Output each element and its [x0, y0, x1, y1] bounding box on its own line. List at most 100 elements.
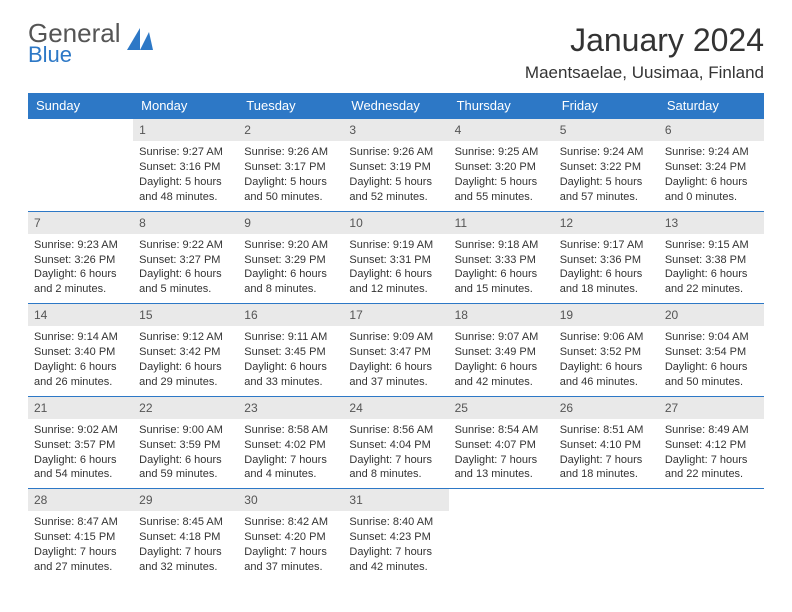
day-detail-cell: Sunrise: 8:54 AMSunset: 4:07 PMDaylight:…	[449, 419, 554, 489]
sunset-text: Sunset: 3:36 PM	[560, 253, 653, 268]
detail-row: Sunrise: 9:14 AMSunset: 3:40 PMDaylight:…	[28, 326, 764, 396]
day-detail-cell: Sunrise: 9:00 AMSunset: 3:59 PMDaylight:…	[133, 419, 238, 489]
day-number-cell: 9	[238, 211, 343, 234]
daylight-text: Daylight: 7 hours and 32 minutes.	[139, 545, 232, 575]
sunrise-text: Sunrise: 8:47 AM	[34, 515, 127, 530]
day-detail-cell: Sunrise: 9:20 AMSunset: 3:29 PMDaylight:…	[238, 234, 343, 304]
day-detail-cell: Sunrise: 9:24 AMSunset: 3:24 PMDaylight:…	[659, 141, 764, 211]
calendar-head: Sunday Monday Tuesday Wednesday Thursday…	[28, 93, 764, 119]
day-detail-cell: Sunrise: 8:40 AMSunset: 4:23 PMDaylight:…	[343, 511, 448, 580]
sunset-text: Sunset: 3:17 PM	[244, 160, 337, 175]
day-number-cell: 31	[343, 489, 448, 512]
sunrise-text: Sunrise: 9:00 AM	[139, 423, 232, 438]
day-detail-cell: Sunrise: 9:11 AMSunset: 3:45 PMDaylight:…	[238, 326, 343, 396]
sunrise-text: Sunrise: 9:07 AM	[455, 330, 548, 345]
sunrise-text: Sunrise: 9:24 AM	[560, 145, 653, 160]
day-number-cell: 19	[554, 304, 659, 327]
daynum-row: 14151617181920	[28, 304, 764, 327]
sunrise-text: Sunrise: 9:20 AM	[244, 238, 337, 253]
day-number-cell: 11	[449, 211, 554, 234]
sunset-text: Sunset: 3:16 PM	[139, 160, 232, 175]
calendar-body: 123456Sunrise: 9:27 AMSunset: 3:16 PMDay…	[28, 119, 764, 581]
day-detail-cell	[554, 511, 659, 580]
sunset-text: Sunset: 4:15 PM	[34, 530, 127, 545]
day-number-cell: 6	[659, 119, 764, 142]
title-block: January 2024 Maentsaelae, Uusimaa, Finla…	[525, 22, 764, 83]
day-number-cell: 27	[659, 396, 764, 419]
day-number-cell: 24	[343, 396, 448, 419]
sunset-text: Sunset: 3:42 PM	[139, 345, 232, 360]
daylight-text: Daylight: 6 hours and 50 minutes.	[665, 360, 758, 390]
day-number-cell: 5	[554, 119, 659, 142]
day-detail-cell	[28, 141, 133, 211]
day-detail-cell: Sunrise: 9:02 AMSunset: 3:57 PMDaylight:…	[28, 419, 133, 489]
day-number-cell: 18	[449, 304, 554, 327]
daylight-text: Daylight: 6 hours and 33 minutes.	[244, 360, 337, 390]
daynum-row: 21222324252627	[28, 396, 764, 419]
daynum-row: 28293031	[28, 489, 764, 512]
daylight-text: Daylight: 7 hours and 22 minutes.	[665, 453, 758, 483]
daylight-text: Daylight: 6 hours and 22 minutes.	[665, 267, 758, 297]
sunset-text: Sunset: 3:33 PM	[455, 253, 548, 268]
sunrise-text: Sunrise: 8:42 AM	[244, 515, 337, 530]
day-detail-cell: Sunrise: 8:51 AMSunset: 4:10 PMDaylight:…	[554, 419, 659, 489]
day-number-cell: 28	[28, 489, 133, 512]
daynum-row: 78910111213	[28, 211, 764, 234]
daylight-text: Daylight: 7 hours and 4 minutes.	[244, 453, 337, 483]
weekday-tue: Tuesday	[238, 93, 343, 119]
sunset-text: Sunset: 3:29 PM	[244, 253, 337, 268]
brand-mark-icon	[127, 28, 153, 55]
sunset-text: Sunset: 3:31 PM	[349, 253, 442, 268]
day-detail-cell	[449, 511, 554, 580]
daylight-text: Daylight: 7 hours and 18 minutes.	[560, 453, 653, 483]
day-number-cell: 3	[343, 119, 448, 142]
sunrise-text: Sunrise: 8:54 AM	[455, 423, 548, 438]
day-detail-cell: Sunrise: 9:24 AMSunset: 3:22 PMDaylight:…	[554, 141, 659, 211]
sunset-text: Sunset: 3:49 PM	[455, 345, 548, 360]
sunrise-text: Sunrise: 9:23 AM	[34, 238, 127, 253]
sunrise-text: Sunrise: 9:18 AM	[455, 238, 548, 253]
day-detail-cell: Sunrise: 9:17 AMSunset: 3:36 PMDaylight:…	[554, 234, 659, 304]
sunset-text: Sunset: 3:38 PM	[665, 253, 758, 268]
daylight-text: Daylight: 7 hours and 27 minutes.	[34, 545, 127, 575]
weekday-mon: Monday	[133, 93, 238, 119]
daylight-text: Daylight: 5 hours and 55 minutes.	[455, 175, 548, 205]
sunset-text: Sunset: 3:22 PM	[560, 160, 653, 175]
sunrise-text: Sunrise: 9:25 AM	[455, 145, 548, 160]
day-detail-cell: Sunrise: 9:09 AMSunset: 3:47 PMDaylight:…	[343, 326, 448, 396]
location: Maentsaelae, Uusimaa, Finland	[525, 63, 764, 83]
day-detail-cell: Sunrise: 9:26 AMSunset: 3:19 PMDaylight:…	[343, 141, 448, 211]
day-detail-cell: Sunrise: 9:22 AMSunset: 3:27 PMDaylight:…	[133, 234, 238, 304]
weekday-wed: Wednesday	[343, 93, 448, 119]
sunrise-text: Sunrise: 9:11 AM	[244, 330, 337, 345]
day-detail-cell: Sunrise: 8:45 AMSunset: 4:18 PMDaylight:…	[133, 511, 238, 580]
sunset-text: Sunset: 3:59 PM	[139, 438, 232, 453]
day-detail-cell: Sunrise: 8:47 AMSunset: 4:15 PMDaylight:…	[28, 511, 133, 580]
daynum-row: 123456	[28, 119, 764, 142]
sunrise-text: Sunrise: 8:49 AM	[665, 423, 758, 438]
sunset-text: Sunset: 3:26 PM	[34, 253, 127, 268]
brand-text: General Blue	[28, 22, 121, 65]
sunset-text: Sunset: 3:20 PM	[455, 160, 548, 175]
daylight-text: Daylight: 6 hours and 12 minutes.	[349, 267, 442, 297]
sunrise-text: Sunrise: 8:51 AM	[560, 423, 653, 438]
daylight-text: Daylight: 7 hours and 13 minutes.	[455, 453, 548, 483]
day-number-cell: 29	[133, 489, 238, 512]
daylight-text: Daylight: 6 hours and 37 minutes.	[349, 360, 442, 390]
sunset-text: Sunset: 3:45 PM	[244, 345, 337, 360]
day-number-cell: 13	[659, 211, 764, 234]
daylight-text: Daylight: 6 hours and 2 minutes.	[34, 267, 127, 297]
daylight-text: Daylight: 6 hours and 8 minutes.	[244, 267, 337, 297]
sunrise-text: Sunrise: 9:26 AM	[244, 145, 337, 160]
sunrise-text: Sunrise: 8:58 AM	[244, 423, 337, 438]
day-number-cell: 10	[343, 211, 448, 234]
calendar-page: General Blue January 2024 Maentsaelae, U…	[0, 0, 792, 612]
sunset-text: Sunset: 4:12 PM	[665, 438, 758, 453]
day-detail-cell: Sunrise: 9:14 AMSunset: 3:40 PMDaylight:…	[28, 326, 133, 396]
daylight-text: Daylight: 5 hours and 57 minutes.	[560, 175, 653, 205]
daylight-text: Daylight: 6 hours and 26 minutes.	[34, 360, 127, 390]
day-number-cell: 2	[238, 119, 343, 142]
sunrise-text: Sunrise: 9:22 AM	[139, 238, 232, 253]
sunset-text: Sunset: 4:04 PM	[349, 438, 442, 453]
daylight-text: Daylight: 6 hours and 15 minutes.	[455, 267, 548, 297]
